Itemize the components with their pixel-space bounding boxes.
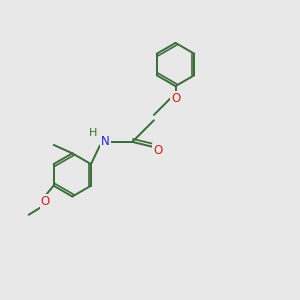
Text: O: O bbox=[153, 144, 162, 157]
Text: O: O bbox=[171, 92, 180, 105]
Text: O: O bbox=[40, 195, 50, 208]
Text: H: H bbox=[88, 128, 97, 139]
Text: N: N bbox=[101, 135, 110, 148]
